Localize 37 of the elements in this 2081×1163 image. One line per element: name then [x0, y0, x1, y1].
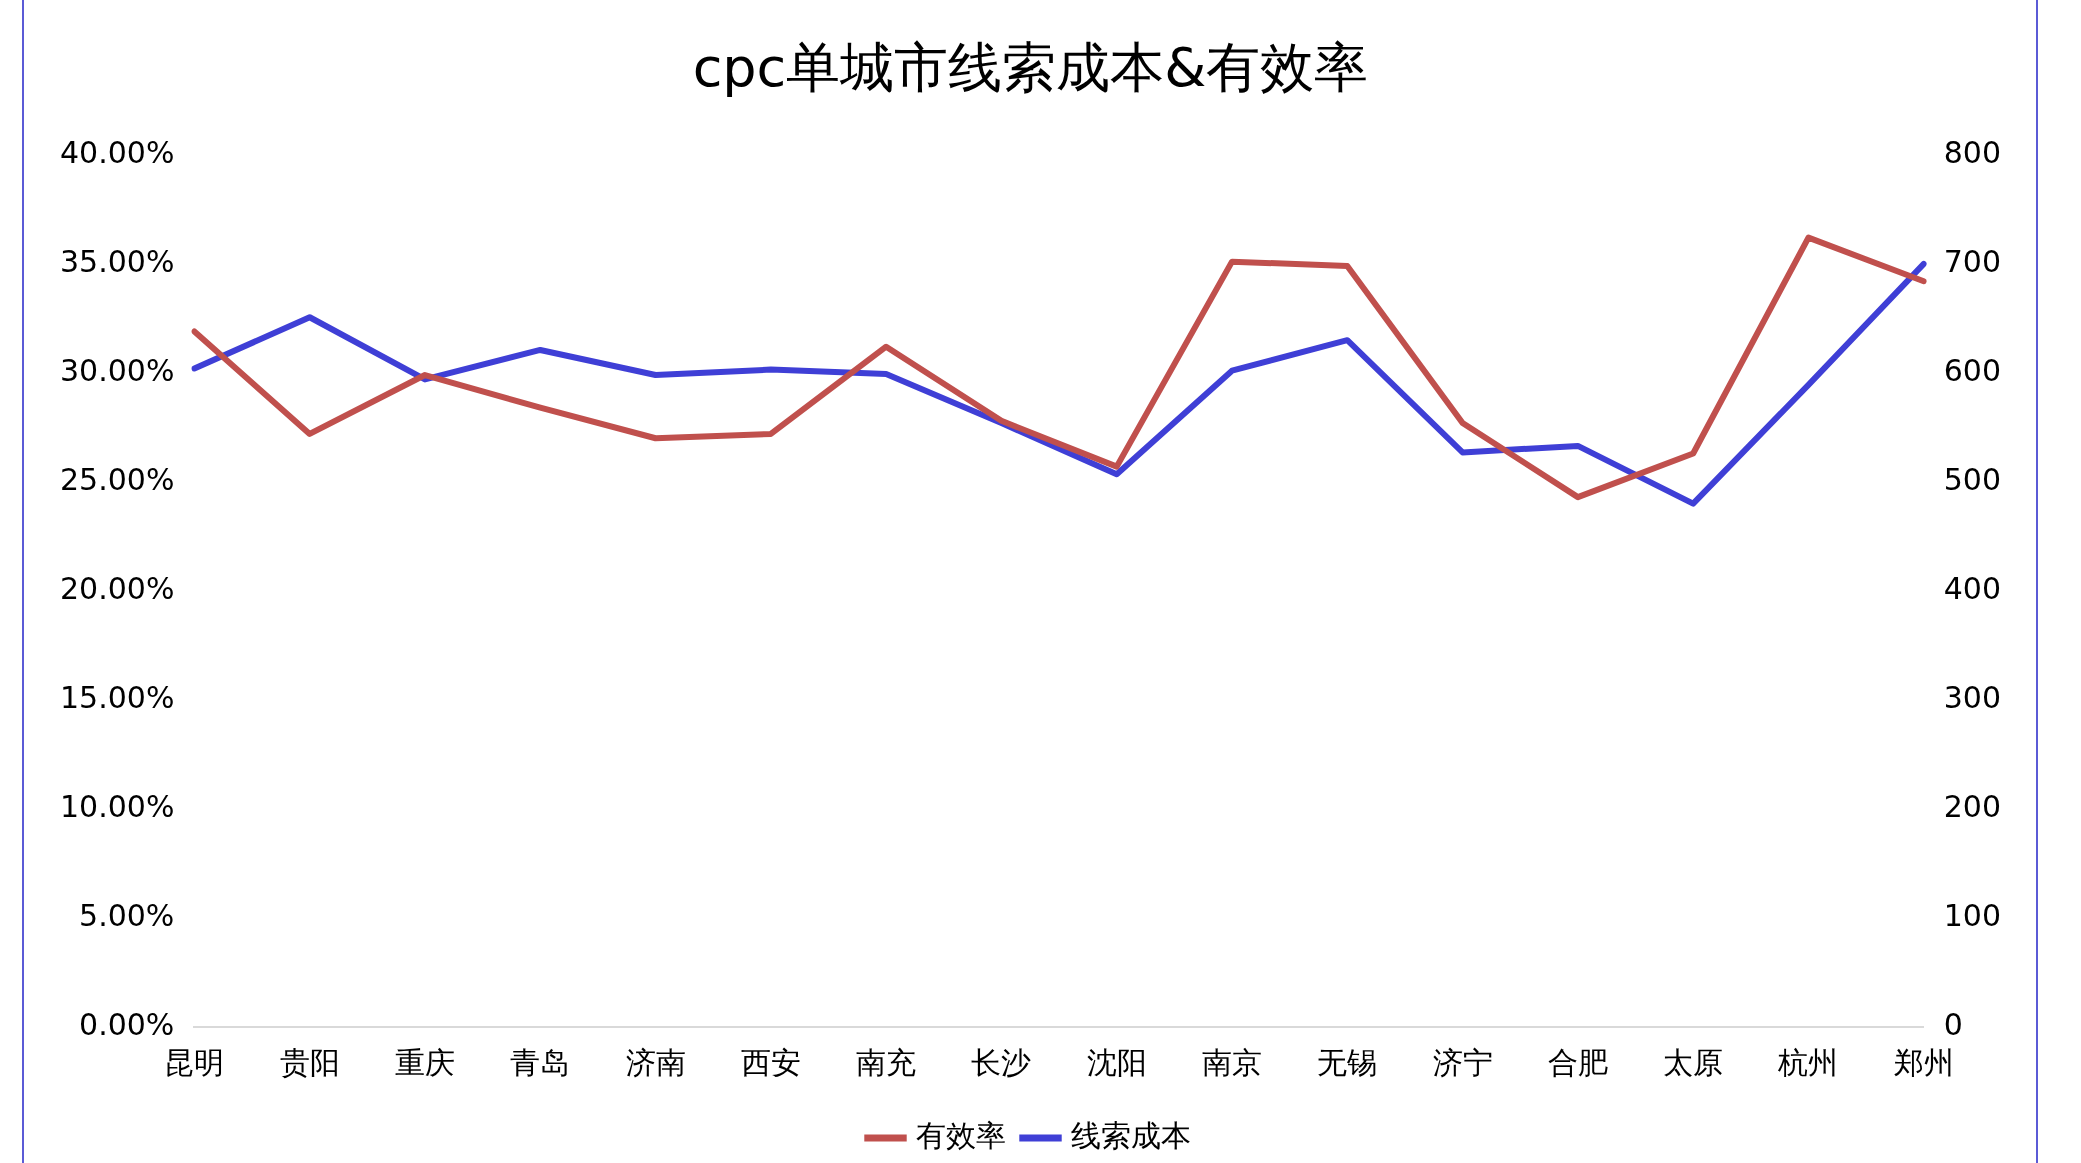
chart-title: cpc单城市线索成本&有效率 — [692, 36, 1369, 100]
x-tick-label: 南充 — [856, 1044, 917, 1080]
x-tick-label: 郑州 — [1893, 1044, 1954, 1080]
y2-tick-label: 300 — [1943, 679, 2001, 715]
x-tick-label: 杭州 — [1777, 1044, 1839, 1080]
y2-tick-label: 200 — [1943, 788, 2001, 824]
x-tick-label: 沈阳 — [1086, 1044, 1147, 1080]
y-tick-label: 40.00% — [60, 134, 175, 170]
y2-tick-label: 400 — [1943, 570, 2001, 606]
x-tick-label: 西安 — [740, 1044, 801, 1080]
y2-tick-label: 500 — [1943, 461, 2001, 497]
y-tick-label: 0.00% — [79, 1006, 175, 1042]
x-tick-label: 重庆 — [394, 1044, 455, 1080]
y2-tick-label: 600 — [1943, 352, 2001, 388]
y2-tick-label: 100 — [1943, 897, 2001, 933]
y2-tick-label: 800 — [1943, 134, 2001, 170]
y-tick-label: 25.00% — [60, 461, 175, 497]
x-tick-label: 济宁 — [1432, 1044, 1493, 1080]
x-tick-label: 青岛 — [510, 1044, 571, 1080]
y-tick-label: 5.00% — [79, 897, 175, 933]
y-tick-label: 30.00% — [60, 352, 175, 388]
y-tick-label: 10.00% — [60, 788, 175, 824]
y-tick-label: 15.00% — [60, 679, 175, 715]
y-tick-label: 35.00% — [60, 243, 175, 279]
y-tick-label: 20.00% — [60, 570, 175, 606]
x-tick-label: 昆明 — [164, 1044, 225, 1080]
x-tick-label: 南京 — [1202, 1044, 1262, 1080]
x-tick-label: 长沙 — [971, 1044, 1032, 1080]
x-tick-label: 太原 — [1663, 1044, 1724, 1080]
y2-tick-label: 0 — [1943, 1006, 1963, 1042]
y2-tick-label: 700 — [1943, 243, 2001, 279]
x-tick-label: 合肥 — [1547, 1044, 1608, 1080]
legend-label: 有效率 — [915, 1117, 1006, 1153]
x-tick-label: 无锡 — [1317, 1044, 1378, 1080]
legend-label: 线索成本 — [1070, 1117, 1191, 1153]
x-tick-label: 贵阳 — [279, 1044, 340, 1080]
x-tick-label: 济南 — [625, 1044, 686, 1080]
